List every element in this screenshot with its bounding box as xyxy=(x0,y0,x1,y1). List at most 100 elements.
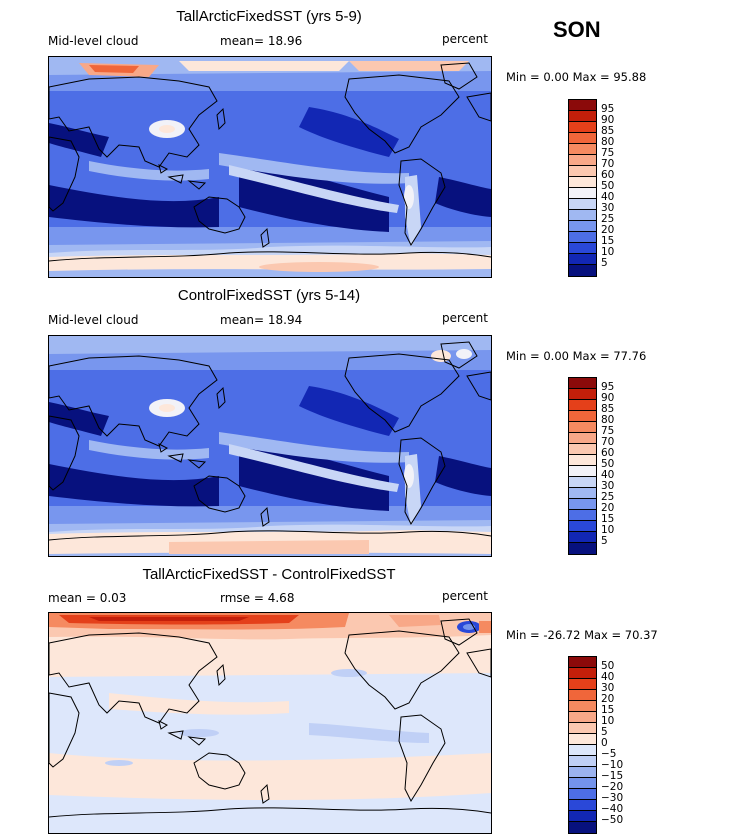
colorbar-swatch xyxy=(569,543,596,554)
panel-3-minmax: Min = -26.72 Max = 70.37 xyxy=(506,628,658,642)
colorbar-tick-label: 60 xyxy=(601,447,615,459)
colorbar-swatch xyxy=(569,254,596,265)
colorbar-swatch xyxy=(569,510,596,521)
colorbar-tick-label: 90 xyxy=(601,392,615,404)
colorbar-tick-label: 50 xyxy=(601,660,615,672)
colorbar-swatch xyxy=(569,778,596,789)
colorbar-tick-label: 20 xyxy=(601,224,615,236)
colorbar-tick-label: 95 xyxy=(601,103,615,115)
colorbar-swatch xyxy=(569,444,596,455)
colorbar-swatch xyxy=(569,166,596,177)
panel-2-colorbar xyxy=(568,377,597,555)
colorbar-swatch xyxy=(569,822,596,833)
colorbar-tick-label: 15 xyxy=(601,235,615,247)
colorbar-swatch xyxy=(569,133,596,144)
colorbar-tick-label: 85 xyxy=(601,125,615,137)
colorbar-swatch xyxy=(569,521,596,532)
colorbar-swatch xyxy=(569,433,596,444)
panel-1-units-label: percent xyxy=(442,32,488,46)
colorbar-tick-label: 85 xyxy=(601,403,615,415)
colorbar-swatch xyxy=(569,210,596,221)
colorbar-swatch xyxy=(569,723,596,734)
colorbar-swatch xyxy=(569,111,596,122)
panel-2-mean-label: mean= 18.94 xyxy=(220,313,303,327)
colorbar-tick-label: 10 xyxy=(601,246,615,258)
colorbar-tick-label: 25 xyxy=(601,213,615,225)
colorbar-swatch xyxy=(569,679,596,690)
colorbar-swatch xyxy=(569,243,596,254)
colorbar-tick-label: 10 xyxy=(601,715,615,727)
colorbar-swatch xyxy=(569,811,596,822)
panel-1-map xyxy=(48,56,492,278)
colorbar-tick-label: 50 xyxy=(601,458,615,470)
colorbar-swatch xyxy=(569,232,596,243)
colorbar-tick-label: 25 xyxy=(601,491,615,503)
colorbar-swatch xyxy=(569,756,596,767)
colorbar-tick-label: 5 xyxy=(601,257,608,269)
colorbar-swatch xyxy=(569,690,596,701)
colorbar-swatch xyxy=(569,221,596,232)
colorbar-swatch xyxy=(569,767,596,778)
colorbar-swatch xyxy=(569,155,596,166)
panel-2-map xyxy=(48,335,492,557)
colorbar-tick-label: 40 xyxy=(601,191,615,203)
colorbar-tick-label: 40 xyxy=(601,469,615,481)
panel-1-mean-label: mean= 18.96 xyxy=(220,34,303,48)
panel-2-variable-label: Mid-level cloud xyxy=(48,313,139,327)
colorbar-swatch xyxy=(569,100,596,111)
panel-3-colorbar xyxy=(568,656,597,834)
colorbar-swatch xyxy=(569,199,596,210)
panel-1-colorbar xyxy=(568,99,597,277)
colorbar-tick-label: −15 xyxy=(601,770,624,782)
panel-2-units-label: percent xyxy=(442,311,488,325)
colorbar-swatch xyxy=(569,455,596,466)
season-label: SON xyxy=(553,17,601,42)
colorbar-swatch xyxy=(569,378,596,389)
panel-3-title: TallArcticFixedSST - ControlFixedSST xyxy=(142,566,396,583)
colorbar-tick-label: 30 xyxy=(601,480,615,492)
colorbar-tick-label: 60 xyxy=(601,169,615,181)
colorbar-tick-label: 75 xyxy=(601,425,615,437)
colorbar-tick-label: 10 xyxy=(601,524,615,536)
colorbar-tick-label: 30 xyxy=(601,202,615,214)
colorbar-swatch xyxy=(569,789,596,800)
colorbar-swatch xyxy=(569,177,596,188)
colorbar-tick-label: −5 xyxy=(601,748,617,760)
panel-3-mean-label: mean = 0.03 xyxy=(48,591,127,605)
panel-3-rmse-label: rmse = 4.68 xyxy=(220,591,295,605)
colorbar-swatch xyxy=(569,411,596,422)
colorbar-tick-label: 40 xyxy=(601,671,615,683)
colorbar-swatch xyxy=(569,188,596,199)
colorbar-tick-label: −20 xyxy=(601,781,624,793)
colorbar-swatch xyxy=(569,734,596,745)
colorbar-swatch xyxy=(569,144,596,155)
panel-3-map xyxy=(48,612,492,834)
colorbar-swatch xyxy=(569,657,596,668)
colorbar-tick-label: 20 xyxy=(601,693,615,705)
colorbar-tick-label: 70 xyxy=(601,158,615,170)
colorbar-tick-label: 5 xyxy=(601,535,608,547)
colorbar-swatch xyxy=(569,477,596,488)
colorbar-tick-label: 75 xyxy=(601,147,615,159)
colorbar-tick-label: 20 xyxy=(601,502,615,514)
colorbar-swatch xyxy=(569,466,596,477)
colorbar-swatch xyxy=(569,400,596,411)
panel-1-variable-label: Mid-level cloud xyxy=(48,34,139,48)
colorbar-swatch xyxy=(569,499,596,510)
colorbar-tick-label: −40 xyxy=(601,803,624,815)
colorbar-tick-label: 15 xyxy=(601,513,615,525)
colorbar-tick-label: 5 xyxy=(601,726,608,738)
colorbar-tick-label: 80 xyxy=(601,136,615,148)
colorbar-tick-label: −50 xyxy=(601,814,624,826)
colorbar-tick-label: 90 xyxy=(601,114,615,126)
colorbar-tick-label: 0 xyxy=(601,737,608,749)
colorbar-swatch xyxy=(569,701,596,712)
colorbar-tick-label: 80 xyxy=(601,414,615,426)
colorbar-swatch xyxy=(569,668,596,679)
colorbar-tick-label: −10 xyxy=(601,759,624,771)
colorbar-tick-label: 50 xyxy=(601,180,615,192)
colorbar-tick-label: 70 xyxy=(601,436,615,448)
colorbar-swatch xyxy=(569,122,596,133)
colorbar-swatch xyxy=(569,532,596,543)
colorbar-swatch xyxy=(569,712,596,723)
